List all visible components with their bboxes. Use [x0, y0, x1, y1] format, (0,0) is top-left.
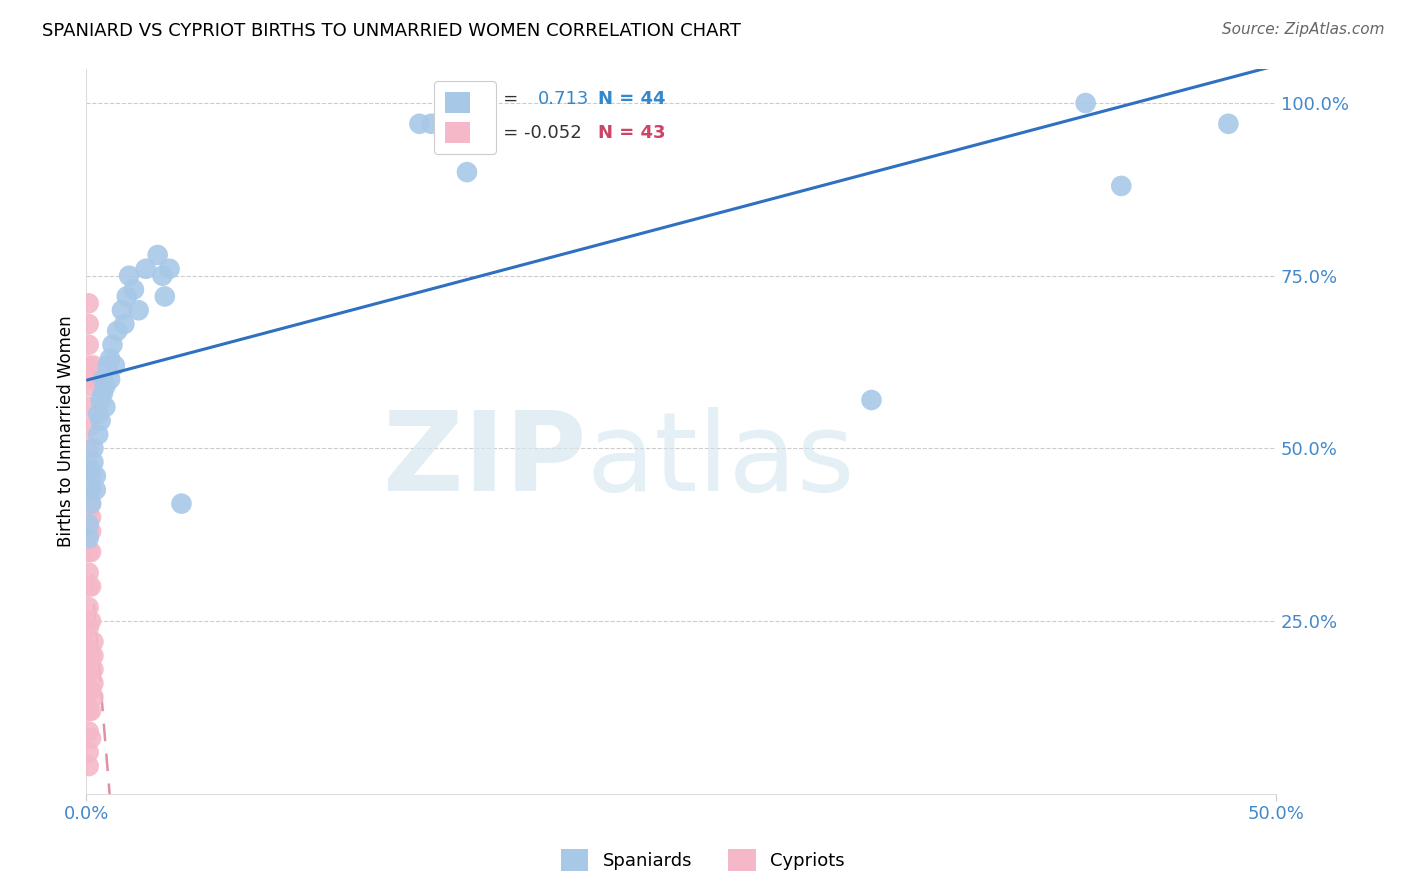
- Point: [77, 524, 100, 539]
- Point: [118, 268, 141, 283]
- Text: R =: R =: [485, 90, 536, 108]
- Point: [80, 579, 103, 593]
- Point: [98, 372, 121, 386]
- Point: [80, 469, 103, 483]
- Point: [82, 455, 104, 469]
- Text: 0.713: 0.713: [538, 90, 589, 108]
- Point: [77, 483, 100, 497]
- Point: [80, 731, 103, 746]
- Point: [444, 117, 467, 131]
- Point: [432, 117, 454, 131]
- Point: [104, 359, 127, 373]
- Point: [77, 566, 100, 580]
- Text: ZIP: ZIP: [382, 407, 586, 514]
- Legend: , : ,: [434, 81, 496, 153]
- Point: [1218, 117, 1240, 131]
- Text: Source: ZipAtlas.com: Source: ZipAtlas.com: [1222, 22, 1385, 37]
- Point: [105, 324, 128, 338]
- Text: R = -0.052: R = -0.052: [485, 124, 582, 143]
- Point: [122, 283, 145, 297]
- Point: [77, 420, 100, 434]
- Point: [77, 442, 100, 456]
- Point: [80, 483, 103, 497]
- Text: SPANIARD VS CYPRIOT BIRTHS TO UNMARRIED WOMEN CORRELATION CHART: SPANIARD VS CYPRIOT BIRTHS TO UNMARRIED …: [42, 22, 741, 40]
- Point: [135, 261, 157, 276]
- Point: [94, 379, 117, 393]
- Point: [82, 372, 104, 386]
- Y-axis label: Births to Unmarried Women: Births to Unmarried Women: [58, 315, 75, 547]
- Text: N = 44: N = 44: [598, 90, 665, 108]
- Point: [77, 317, 100, 331]
- Point: [152, 268, 174, 283]
- Point: [91, 386, 114, 401]
- Point: [84, 483, 107, 497]
- Point: [77, 579, 100, 593]
- Point: [77, 759, 100, 773]
- Legend: Spaniards, Cypriots: Spaniards, Cypriots: [554, 842, 852, 879]
- Point: [82, 634, 104, 648]
- Point: [80, 497, 103, 511]
- Text: atlas: atlas: [586, 407, 855, 514]
- Point: [82, 690, 104, 704]
- Point: [91, 372, 114, 386]
- Point: [128, 303, 150, 318]
- Point: [77, 296, 100, 310]
- Point: [82, 648, 104, 663]
- Point: [860, 392, 883, 407]
- Text: N = 43: N = 43: [598, 124, 665, 143]
- Point: [80, 704, 103, 718]
- Point: [420, 117, 443, 131]
- Point: [153, 289, 176, 303]
- Point: [77, 600, 100, 615]
- Point: [77, 621, 100, 635]
- Point: [77, 503, 100, 517]
- Point: [97, 359, 120, 373]
- Point: [112, 317, 135, 331]
- Point: [77, 338, 100, 352]
- Point: [77, 641, 100, 656]
- Point: [80, 483, 103, 497]
- Point: [90, 392, 112, 407]
- Point: [84, 469, 107, 483]
- Point: [77, 517, 100, 532]
- Point: [456, 165, 478, 179]
- Point: [82, 359, 104, 373]
- Point: [77, 745, 100, 759]
- Point: [101, 338, 124, 352]
- Point: [82, 676, 104, 690]
- Point: [146, 248, 169, 262]
- Point: [1074, 96, 1097, 111]
- Point: [80, 497, 103, 511]
- Point: [77, 704, 100, 718]
- Point: [159, 261, 181, 276]
- Point: [115, 289, 138, 303]
- Point: [82, 662, 104, 676]
- Point: [94, 400, 117, 414]
- Point: [80, 510, 103, 524]
- Point: [77, 662, 100, 676]
- Point: [87, 427, 110, 442]
- Point: [1111, 178, 1133, 193]
- Point: [408, 117, 430, 131]
- Point: [77, 379, 100, 393]
- Point: [98, 351, 121, 366]
- Point: [80, 462, 103, 476]
- Point: [77, 545, 100, 559]
- Point: [82, 442, 104, 456]
- Point: [77, 531, 100, 545]
- Point: [87, 407, 110, 421]
- Point: [170, 497, 193, 511]
- Point: [77, 359, 100, 373]
- Point: [77, 462, 100, 476]
- Point: [80, 614, 103, 628]
- Point: [80, 648, 103, 663]
- Point: [80, 545, 103, 559]
- Point: [80, 524, 103, 539]
- Point: [77, 724, 100, 739]
- Point: [111, 303, 134, 318]
- Point: [77, 683, 100, 698]
- Point: [80, 683, 103, 698]
- Point: [90, 414, 112, 428]
- Point: [77, 400, 100, 414]
